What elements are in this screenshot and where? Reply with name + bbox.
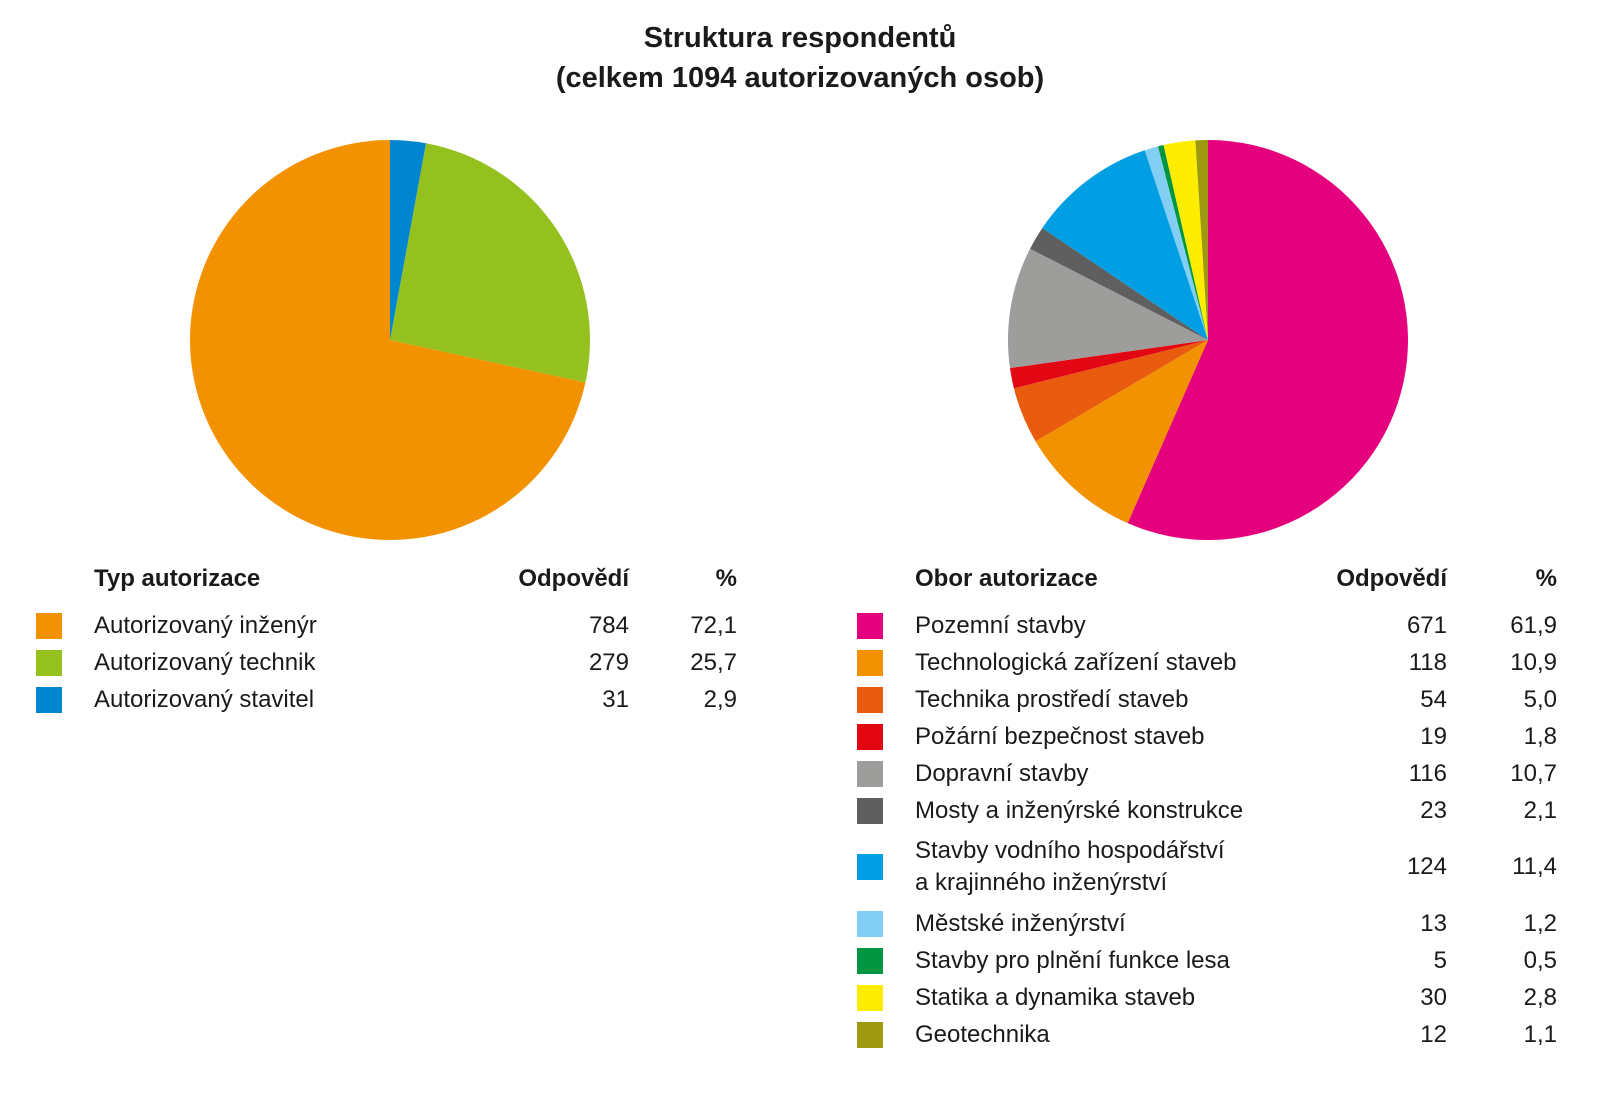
legend-count: 116 (1408, 759, 1447, 787)
legend-label: Požární bezpečnost staveb (915, 722, 1205, 750)
pie-slice-0 (1127, 140, 1408, 540)
legend-percent: 11,4 (1512, 853, 1557, 880)
legend-percent: 1,8 (1523, 722, 1557, 750)
legend-percent: 2,8 (1523, 983, 1557, 1011)
legend-label: Geotechnika (915, 1020, 1050, 1048)
pie-slice-6 (1042, 150, 1208, 340)
legend-swatch (36, 649, 62, 676)
header-count: Odpovědí (1336, 565, 1447, 592)
legend-count: 30 (1420, 983, 1447, 1011)
legend-percent: 2,1 (1523, 796, 1557, 824)
legend-header: Typ autorizace Odpovědí % (36, 565, 756, 607)
legend-label: Stavby vodního hospodářství a krajinného… (915, 837, 1225, 896)
legend-count: 12 (1420, 1020, 1447, 1048)
legend-swatch (857, 723, 883, 750)
legend-swatch (857, 910, 883, 937)
legend-count: 31 (602, 685, 629, 713)
legend-count: 279 (588, 648, 629, 676)
legend-label: Mosty a inženýrské konstrukce (915, 796, 1244, 824)
legend-swatch (36, 612, 62, 639)
legend-label: Technologická zařízení staveb (915, 648, 1237, 676)
legend-count: 671 (1406, 611, 1447, 639)
legend-row: Autorizovaný inženýr 784 72,1 (36, 607, 756, 644)
legend-percent: 10,7 (1510, 759, 1557, 787)
legend-count: 5 (1433, 946, 1447, 974)
legend-count: 54 (1420, 685, 1447, 713)
header-percent: % (1535, 565, 1557, 592)
legend-swatch (857, 854, 883, 880)
legend-header: Obor autorizace Odpovědí % (857, 565, 1577, 607)
legend-row: Technologická zařízení staveb 118 10,9 (857, 644, 1577, 681)
legend-swatch (857, 984, 883, 1011)
legend-percent: 2,9 (703, 685, 737, 713)
pie-slice-1 (1035, 340, 1208, 524)
header-category: Obor autorizace (915, 565, 1098, 592)
title-line-2: (celkem 1094 autorizovaných osob) (555, 62, 1045, 94)
legend-table-typ-autorizace: Typ autorizace Odpovědí % Autorizovaný i… (36, 565, 756, 718)
pie-slice-3 (1009, 340, 1208, 389)
legend-percent: 0,5 (1523, 946, 1557, 974)
legend-label: Autorizovaný inženýr (94, 611, 317, 639)
legend-swatch (857, 797, 883, 824)
pie-slice-4 (1008, 248, 1208, 369)
legend-label: Městské inženýrství (915, 909, 1126, 937)
pie-slice-9 (1163, 140, 1208, 340)
legend-row: Geotechnika 12 1,1 (857, 1016, 1577, 1053)
pie-slice-2 (1013, 340, 1208, 442)
legend-count: 118 (1408, 648, 1447, 676)
legend-swatch (36, 686, 62, 713)
legend-count: 23 (1420, 796, 1447, 824)
chart-title: Struktura respondentů (celkem 1094 autor… (0, 18, 1600, 98)
legend-count: 124 (1406, 853, 1447, 880)
legend-swatch (857, 760, 883, 787)
legend-label: Dopravní stavby (915, 759, 1089, 787)
legend-row: Technika prostředí staveb 54 5,0 (857, 681, 1577, 718)
pie-slice-1 (390, 143, 590, 383)
header-category: Typ autorizace (94, 565, 261, 592)
legend-label: Stavby pro plnění funkce lesa (915, 946, 1230, 974)
pie-chart-obor-autorizace (1008, 140, 1408, 540)
legend-row: Dopravní stavby 116 10,7 (857, 755, 1577, 792)
pie-slice-0 (189, 140, 586, 540)
legend-label: Technika prostředí staveb (915, 685, 1189, 713)
legend-swatch (857, 649, 883, 676)
legend-row: Statika a dynamika staveb 30 2,8 (857, 979, 1577, 1016)
legend-row: Stavby vodního hospodářství a krajinného… (857, 829, 1577, 905)
pie-slice-2 (390, 140, 426, 340)
legend-label: Autorizovaný technik (94, 648, 316, 676)
legend-row: Autorizovaný technik 279 25,7 (36, 644, 756, 681)
legend-percent: 25,7 (690, 648, 737, 676)
legend-table-obor-autorizace: Obor autorizace Odpovědí % Pozemní stavb… (857, 565, 1577, 1053)
legend-row: Pozemní stavby 671 61,9 (857, 607, 1577, 644)
legend-swatch (857, 612, 883, 639)
legend-row: Požární bezpečnost staveb 19 1,8 (857, 718, 1577, 755)
legend-percent: 1,2 (1523, 909, 1557, 937)
legend-label: Statika a dynamika staveb (915, 983, 1196, 1011)
pie-slice-7 (1144, 146, 1208, 340)
header-count: Odpovědí (518, 565, 629, 592)
pie-slice-5 (1030, 227, 1208, 340)
legend-label: Pozemní stavby (915, 611, 1086, 639)
legend-swatch (857, 947, 883, 974)
legend-percent: 72,1 (690, 611, 737, 639)
header-percent: % (715, 565, 737, 592)
title-line-1: Struktura respondentů (643, 22, 957, 54)
pie-chart-typ-autorizace (189, 140, 590, 540)
legend-percent: 1,1 (1523, 1020, 1557, 1048)
legend-row: Městské inženýrství 13 1,2 (857, 905, 1577, 942)
legend-percent: 61,9 (1510, 611, 1557, 639)
legend-swatch (857, 686, 883, 713)
legend-count: 19 (1420, 722, 1447, 750)
pie-slice-8 (1157, 144, 1208, 340)
legend-label: Autorizovaný stavitel (94, 685, 315, 713)
legend-count: 13 (1420, 909, 1447, 937)
pie-slice-10 (1195, 140, 1208, 340)
legend-row: Stavby pro plnění funkce lesa 5 0,5 (857, 942, 1577, 979)
legend-count: 784 (588, 611, 629, 639)
legend-percent: 5,0 (1523, 685, 1557, 713)
legend-row: Autorizovaný stavitel 31 2,9 (36, 681, 756, 718)
legend-percent: 10,9 (1510, 648, 1557, 676)
legend-swatch (857, 1021, 883, 1048)
legend-row: Mosty a inženýrské konstrukce 23 2,1 (857, 792, 1577, 829)
